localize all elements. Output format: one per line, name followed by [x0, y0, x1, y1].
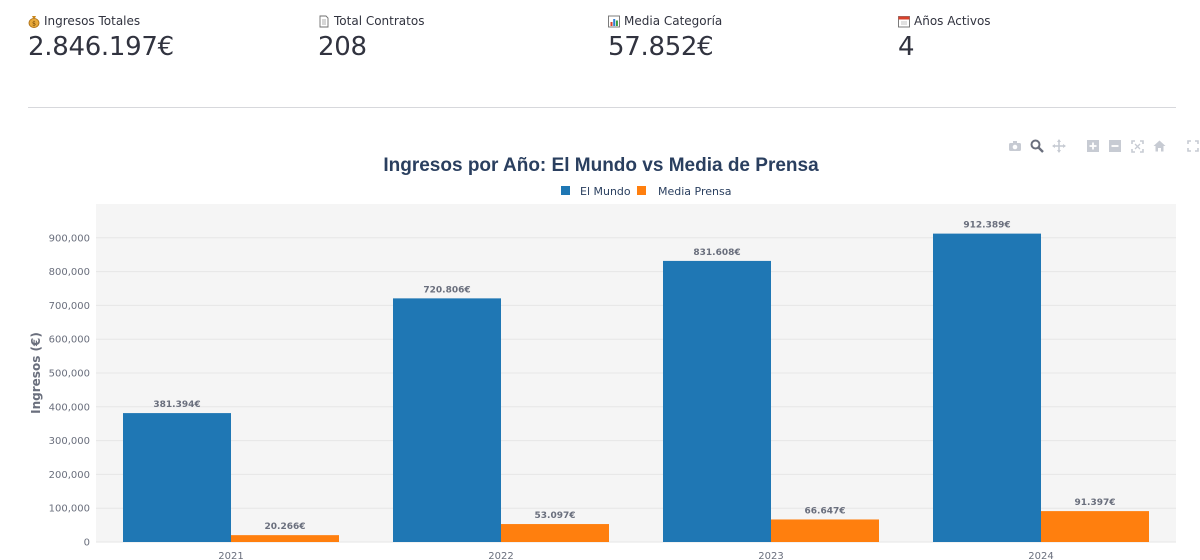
bar-chart-icon: [608, 15, 620, 28]
bar[interactable]: [231, 535, 339, 542]
metric-anos-activos: Años Activos 4: [898, 12, 1158, 62]
y-tick-label: 400,000: [49, 402, 90, 413]
y-tick-label: 800,000: [49, 267, 90, 278]
bars: 381.394€ 20.266€ 720.806€ 53.097€ 831.608€ 66…: [123, 221, 1149, 542]
document-icon: [318, 15, 330, 28]
zoom-in-icon[interactable]: [1084, 138, 1102, 154]
legend-label[interactable]: El Mundo: [580, 185, 631, 198]
x-tick-label: 2022: [488, 551, 513, 560]
metric-total-contratos: Total Contratos 208: [318, 12, 578, 62]
y-tick-label: 600,000: [49, 335, 90, 346]
metric-label: Ingresos Totales: [44, 14, 141, 28]
chart-legend[interactable]: El Mundo Media Prensa: [561, 185, 731, 198]
y-axis-ticks: 0 100,000 200,000 300,000 400,000 500,000 600,…: [49, 233, 90, 548]
y-axis-label: Ingresos (€): [29, 332, 43, 414]
metric-label: Media Categoría: [624, 14, 723, 28]
y-tick-label: 900,000: [49, 233, 90, 244]
y-tick-label: 500,000: [49, 369, 90, 380]
bar-value-label: 912.389€: [963, 221, 1010, 231]
legend-swatch[interactable]: [561, 186, 570, 195]
pan-icon[interactable]: [1050, 138, 1068, 154]
y-tick-label: 0: [84, 538, 90, 549]
calendar-icon: [898, 15, 910, 28]
y-tick-label: 200,000: [49, 470, 90, 481]
y-tick-label: 100,000: [49, 504, 90, 515]
bar-value-label: 91.397€: [1075, 498, 1116, 508]
chart-modebar: [1006, 138, 1200, 154]
divider: [28, 107, 1176, 108]
bar-value-label: 831.608€: [693, 248, 740, 258]
bar-value-label: 720.806€: [423, 285, 470, 295]
fullscreen-icon[interactable]: [1184, 138, 1200, 154]
metric-ingresos-totales: $ Ingresos Totales 2.846.197€: [28, 12, 288, 62]
home-icon[interactable]: [1150, 138, 1168, 154]
y-tick-label: 300,000: [49, 436, 90, 447]
bar[interactable]: [933, 233, 1041, 542]
bar-value-label: 381.394€: [153, 400, 200, 410]
metric-label-row: Años Activos: [898, 12, 1158, 30]
money-bag-icon: $: [28, 15, 40, 28]
zoom-out-icon[interactable]: [1106, 138, 1124, 154]
metric-label-row: $ Ingresos Totales: [28, 12, 288, 30]
metrics-row: $ Ingresos Totales 2.846.197€ Total Cont…: [0, 0, 1200, 90]
metric-value: 208: [318, 32, 367, 62]
x-axis-ticks: 2021 2022 2023 2024: [218, 551, 1053, 560]
bar[interactable]: [501, 524, 609, 542]
metric-label: Años Activos: [914, 14, 991, 28]
legend-label[interactable]: Media Prensa: [658, 185, 731, 198]
bar[interactable]: [1041, 511, 1149, 542]
bar-value-label: 66.647€: [805, 506, 846, 516]
bar[interactable]: [663, 260, 771, 542]
metric-value: 57.852€: [608, 32, 714, 62]
legend-swatch[interactable]: [637, 186, 646, 195]
zoom-icon[interactable]: [1028, 138, 1046, 154]
bar[interactable]: [123, 413, 231, 542]
metric-label-row: Media Categoría: [608, 12, 868, 30]
svg-text:$: $: [32, 20, 36, 27]
metric-value: 4: [898, 32, 915, 62]
metric-media-categoria: Media Categoría 57.852€: [608, 12, 868, 62]
x-tick-label: 2023: [758, 551, 783, 560]
x-tick-label: 2021: [218, 551, 243, 560]
bar-chart: Ingresos por Año: El Mundo vs Media de P…: [29, 155, 1176, 560]
metric-label-row: Total Contratos: [318, 12, 578, 30]
bar-value-label: 53.097€: [535, 511, 576, 521]
y-tick-label: 700,000: [49, 301, 90, 312]
bar[interactable]: [771, 519, 879, 542]
metric-value: 2.846.197€: [28, 32, 174, 62]
bar[interactable]: [393, 298, 501, 542]
chart-title: Ingresos por Año: El Mundo vs Media de P…: [383, 155, 819, 176]
camera-icon[interactable]: [1006, 138, 1024, 154]
autoscale-icon[interactable]: [1128, 138, 1146, 154]
bar-value-label: 20.266€: [265, 522, 306, 532]
x-tick-label: 2024: [1028, 551, 1053, 560]
metric-label: Total Contratos: [334, 14, 425, 28]
